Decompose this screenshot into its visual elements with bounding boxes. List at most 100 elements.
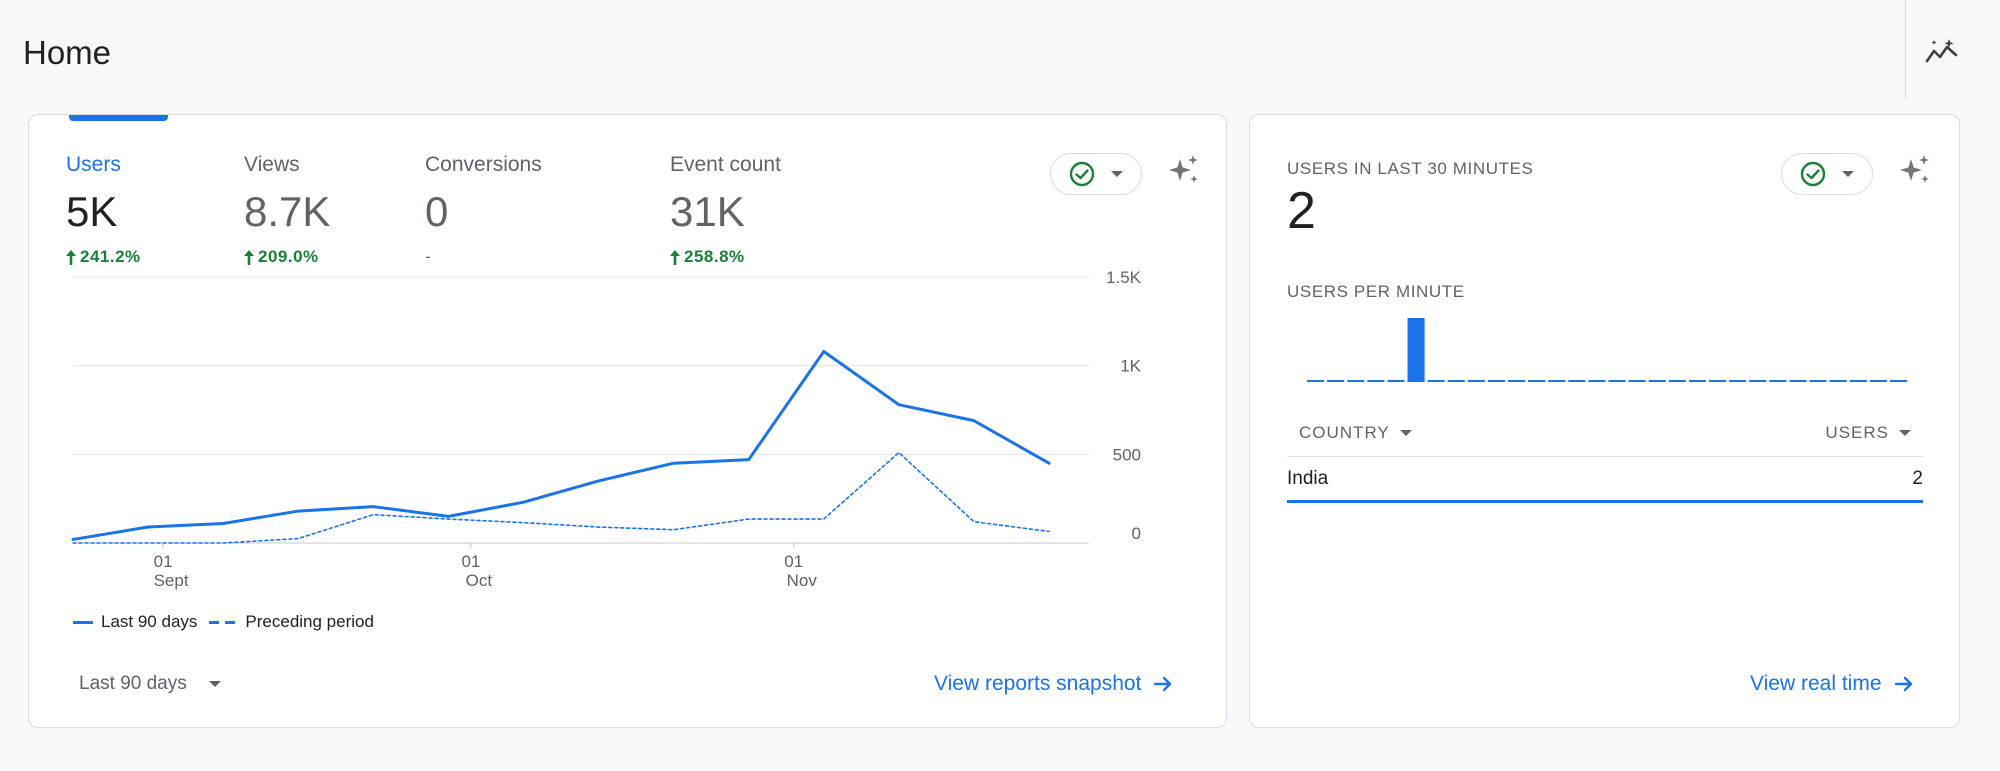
- y-tick-label: 1K: [1120, 357, 1141, 376]
- users-per-minute-chart: [1307, 318, 1907, 382]
- legend-item-current[interactable]: Last 90 days: [73, 612, 197, 632]
- per-minute-bar[interactable]: [1407, 318, 1425, 382]
- per-minute-bar[interactable]: [1648, 380, 1666, 382]
- per-minute-bar[interactable]: [1729, 380, 1747, 382]
- chevron-down-icon: [1842, 171, 1854, 177]
- header-divider: [1905, 0, 1906, 98]
- page-title: Home: [23, 34, 112, 71]
- chart-series: [71, 349, 1051, 544]
- metric-label: Views: [244, 153, 300, 176]
- per-minute-bar[interactable]: [1487, 380, 1505, 382]
- users-cell: 2: [1912, 468, 1923, 489]
- per-minute-bar[interactable]: [1849, 380, 1867, 382]
- metric-tab-event-count[interactable]: Event count 31K 258.8%: [670, 153, 781, 267]
- per-minute-bar[interactable]: [1628, 380, 1646, 382]
- metric-change-value: 209.0%: [258, 247, 319, 266]
- per-minute-bar[interactable]: [1769, 380, 1787, 382]
- metric-label: Users: [66, 153, 121, 176]
- series-line-preceding-period: [72, 451, 1050, 544]
- y-tick-label: 0: [1132, 524, 1141, 543]
- y-axis: 1.5K 1K 500 0: [1106, 268, 1142, 543]
- country-column-header[interactable]: COUNTRY: [1299, 423, 1412, 443]
- per-minute-bar[interactable]: [1447, 380, 1465, 382]
- metric-label: Conversions: [425, 153, 542, 176]
- y-tick-label: 500: [1113, 445, 1141, 464]
- per-minute-bar[interactable]: [1588, 380, 1606, 382]
- date-range-dropdown[interactable]: Last 90 days: [79, 673, 221, 695]
- column-label: COUNTRY: [1299, 423, 1390, 442]
- per-minute-bar[interactable]: [1809, 380, 1827, 382]
- per-minute-bar[interactable]: [1889, 380, 1907, 382]
- users-column-header[interactable]: USERS: [1825, 423, 1911, 443]
- sort-caret-icon: [1399, 430, 1412, 436]
- realtime-data-quality-dropdown[interactable]: [1781, 153, 1873, 195]
- arrow-right-icon: [1154, 676, 1172, 692]
- legend-label: Last 90 days: [101, 612, 198, 631]
- per-minute-bar[interactable]: [1387, 380, 1405, 382]
- chart-legend: Last 90 days Preceding period: [73, 612, 374, 632]
- per-minute-bar[interactable]: [1508, 380, 1526, 382]
- x-tick-label-day: 01: [784, 552, 803, 571]
- sparkle-icon: [1900, 155, 1929, 183]
- x-tick-label-day: 01: [154, 552, 173, 571]
- arrow-right-icon: [1894, 676, 1912, 692]
- metric-value: 0: [425, 188, 449, 235]
- chevron-down-icon: [208, 681, 221, 687]
- per-minute-bar[interactable]: [1427, 380, 1445, 382]
- per-minute-bar[interactable]: [1347, 380, 1365, 382]
- per-minute-bar[interactable]: [1869, 380, 1887, 382]
- chart-grid: [73, 276, 1089, 544]
- users-per-minute-label: USERS PER MINUTE: [1287, 282, 1465, 301]
- per-minute-bar[interactable]: [1467, 380, 1485, 382]
- realtime-users-value: 2: [1287, 182, 1316, 240]
- metric-label: Event count: [670, 153, 781, 176]
- date-range-label: Last 90 days: [79, 673, 187, 694]
- metric-tab-conversions[interactable]: Conversions 0 -: [425, 153, 542, 267]
- x-tick-label-month: Nov: [787, 571, 818, 590]
- per-minute-bar[interactable]: [1548, 380, 1566, 382]
- legend-item-previous[interactable]: Preceding period: [209, 612, 374, 632]
- realtime-card: USERS IN LAST 30 MINUTES 2 USERS PER MIN…: [1249, 114, 1960, 728]
- x-tick-label-day: 01: [461, 552, 480, 571]
- metric-change: 209.0%: [244, 247, 330, 267]
- per-minute-bar[interactable]: [1367, 380, 1385, 382]
- realtime-sparkle-button[interactable]: [1895, 151, 1935, 191]
- per-minute-bar[interactable]: [1668, 380, 1686, 382]
- per-minute-bar[interactable]: [1829, 380, 1847, 382]
- insights-button[interactable]: [1918, 28, 1966, 76]
- per-minute-bar[interactable]: [1307, 380, 1325, 382]
- metric-value: 8.7K: [244, 188, 331, 235]
- insights-sparkle-button[interactable]: [1164, 151, 1204, 191]
- arrow-up-icon: [66, 249, 76, 265]
- per-minute-bar[interactable]: [1608, 380, 1626, 382]
- legend-swatch-solid: [73, 620, 93, 624]
- y-tick-label: 1.5K: [1106, 268, 1142, 287]
- sort-caret-icon: [1899, 430, 1911, 436]
- data-quality-dropdown[interactable]: [1050, 153, 1142, 195]
- trending-sparkle-icon: [1925, 39, 1958, 63]
- per-minute-bar[interactable]: [1568, 380, 1586, 382]
- metric-change: 241.2%: [66, 247, 141, 267]
- per-minute-bar[interactable]: [1789, 380, 1807, 382]
- sparkle-icon: [1169, 155, 1198, 183]
- metric-tab-users[interactable]: Users 5K 241.2%: [66, 153, 141, 267]
- check-circle-icon: [1069, 161, 1095, 187]
- per-minute-bar[interactable]: [1327, 380, 1345, 382]
- realtime-table-header: COUNTRY USERS: [1287, 415, 1923, 457]
- per-minute-bar[interactable]: [1709, 380, 1727, 382]
- metric-change: -: [425, 247, 542, 267]
- metric-tab-views[interactable]: Views 8.7K 209.0%: [244, 153, 330, 267]
- x-tick-label-month: Sept: [154, 571, 189, 590]
- table-row[interactable]: India 2: [1287, 457, 1923, 503]
- arrow-up-icon: [670, 249, 680, 265]
- overview-card: Users 5K 241.2% Views 8.7K 209.0% Conver…: [28, 114, 1227, 728]
- per-minute-bar[interactable]: [1688, 380, 1706, 382]
- x-tick-label-month: Oct: [466, 571, 493, 590]
- view-reports-snapshot-link[interactable]: View reports snapshot: [934, 672, 1173, 696]
- view-real-time-link[interactable]: View real time: [1750, 672, 1914, 696]
- per-minute-bar[interactable]: [1528, 380, 1546, 382]
- per-minute-bar[interactable]: [1749, 380, 1767, 382]
- metric-value: 31K: [670, 188, 745, 235]
